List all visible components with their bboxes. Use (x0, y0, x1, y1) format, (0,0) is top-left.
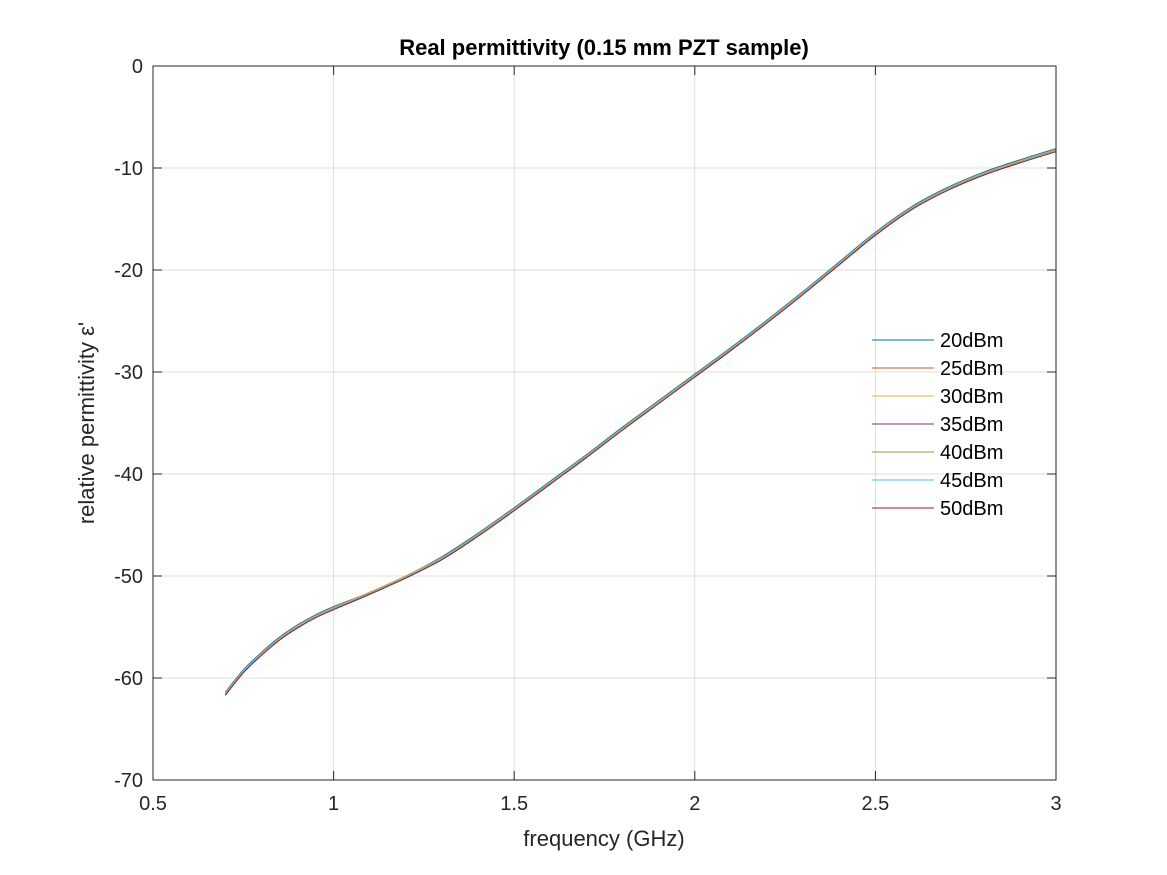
legend-label: 30dBm (940, 386, 1003, 408)
y-tick-label: -70 (114, 770, 143, 792)
y-tick-label: -50 (114, 566, 143, 588)
x-tick-label: 2 (689, 793, 700, 815)
legend: 20dBm 25dBm 30dBm 35dBm 40dBm 45dBm 50dBm (872, 330, 1003, 520)
x-tick-label: 1.5 (500, 793, 528, 815)
legend-label: 25dBm (940, 358, 1003, 380)
series-line-20dBm (224, 148, 1057, 693)
legend-label: 50dBm (940, 498, 1003, 520)
x-tick-label: 1 (328, 793, 339, 815)
y-tick-label: -60 (114, 668, 143, 690)
x-axis-label: frequency (GHz) (523, 826, 684, 851)
legend-label: 35dBm (940, 414, 1003, 436)
plot-background (153, 66, 1056, 780)
legend-label: 40dBm (940, 442, 1003, 464)
series-line-30dBm (224, 149, 1057, 694)
x-tick-label: 0.5 (139, 793, 167, 815)
y-tick-label: -20 (114, 260, 143, 282)
legend-label: 45dBm (940, 470, 1003, 492)
y-tick-label: 0 (132, 56, 143, 78)
y-tick-label: -10 (114, 158, 143, 180)
series-line-45dBm (224, 150, 1057, 695)
x-tick-label: 3 (1050, 793, 1061, 815)
y-tick-label: -40 (114, 464, 143, 486)
legend-label: 20dBm (940, 330, 1003, 352)
series-lines (224, 148, 1057, 696)
axis-ticks: 0.5 1 1.5 2 2.5 3 -70 -60 -50 -40 -30 -20 -10 0 (114, 56, 1061, 815)
y-tick-label: -30 (114, 362, 143, 384)
y-axis-label: relative permittivity ε' (74, 322, 99, 524)
chart-title: Real permittivity (0.15 mm PZT sample) (399, 35, 809, 60)
x-tick-label: 2.5 (861, 793, 889, 815)
plot-frame (152, 65, 1057, 781)
series-line-50dBm (224, 151, 1057, 696)
